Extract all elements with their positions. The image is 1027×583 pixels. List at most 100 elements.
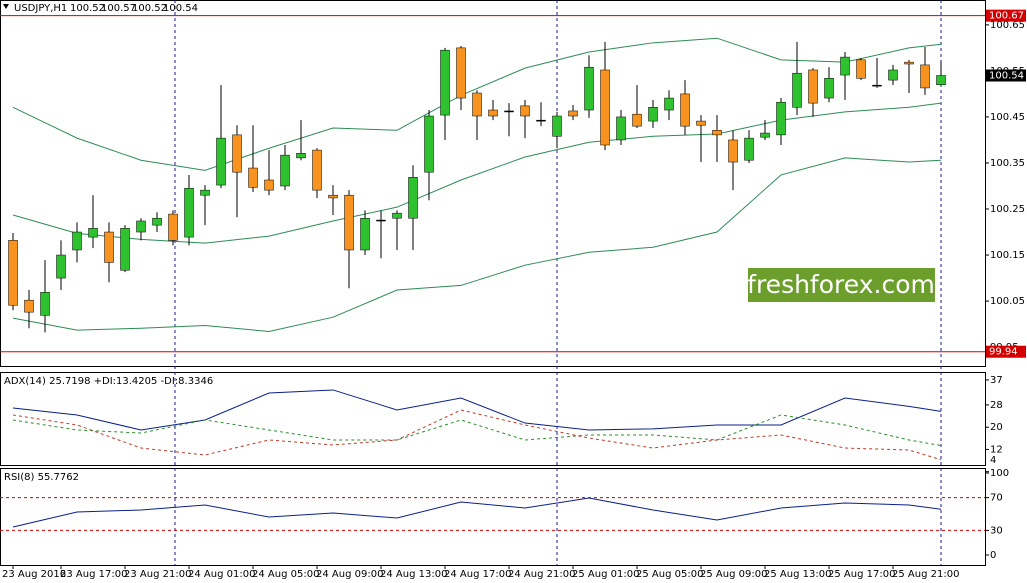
rsi-title: RSI(8) 55.7762 xyxy=(4,472,79,483)
candle-body xyxy=(184,188,194,238)
x-tick-label: 23 Aug 21:00 xyxy=(124,569,191,580)
candle-body xyxy=(584,66,594,111)
price-level-box xyxy=(986,9,1026,22)
candle-body xyxy=(424,115,434,173)
candle-body xyxy=(616,116,626,141)
candle-body xyxy=(664,97,674,111)
candle-body xyxy=(232,134,242,173)
y-tick-label: 100.45 xyxy=(990,112,1025,123)
candle-body xyxy=(136,220,146,233)
candle-body xyxy=(248,167,258,188)
candle-body xyxy=(72,231,82,251)
candle-body xyxy=(456,47,466,99)
candle-body xyxy=(744,137,754,161)
candle-body xyxy=(840,56,850,76)
indicator-line xyxy=(12,414,942,447)
x-tick-label: 24 Aug 05:00 xyxy=(252,569,319,580)
candle-body xyxy=(904,61,914,65)
y-tick-label: 4 xyxy=(990,455,996,466)
y-tick-label: 30 xyxy=(990,525,1003,536)
x-tick-label: 24 Aug 17:00 xyxy=(444,569,511,580)
ohlc-low: 100.52 xyxy=(132,3,167,14)
price-level-label: 99.94 xyxy=(989,347,1018,358)
adx-panel xyxy=(0,372,986,466)
candle-body xyxy=(200,189,210,196)
candle-body xyxy=(536,119,546,122)
candle-body xyxy=(312,149,322,191)
candle-body xyxy=(152,217,162,226)
y-tick-label: 0 xyxy=(990,550,996,561)
candle-body xyxy=(264,179,274,191)
candle-body xyxy=(168,213,178,241)
x-tick-label: 24 Aug 09:00 xyxy=(316,569,383,580)
candle-body xyxy=(296,153,306,159)
price-level-label: 100.67 xyxy=(989,11,1024,22)
ohlc-close: 100.54 xyxy=(163,3,198,14)
candle-body xyxy=(344,194,354,251)
candle-body xyxy=(712,130,722,136)
candle-body xyxy=(760,132,770,138)
y-tick-label: 20 xyxy=(990,422,1003,433)
x-tick-label: 25 Aug 13:00 xyxy=(764,569,831,580)
x-tick-label: 24 Aug 13:00 xyxy=(380,569,447,580)
candle-body xyxy=(88,228,98,238)
candle-body xyxy=(552,115,562,137)
last-price-label: 100.54 xyxy=(989,71,1024,82)
bollinger-upper xyxy=(12,37,942,171)
y-tick-label: 100.65 xyxy=(990,20,1025,31)
candle-body xyxy=(376,219,386,222)
y-tick-label: 28 xyxy=(990,400,1003,411)
candle-body xyxy=(280,154,290,187)
candle-body xyxy=(888,69,898,81)
x-tick-label: 23 Aug 2016 xyxy=(2,569,66,580)
chart-title: USDJPY,H1 xyxy=(14,3,67,14)
candle-body xyxy=(504,110,514,113)
candle-body xyxy=(776,101,786,136)
y-tick-label: 12 xyxy=(990,444,1003,455)
candle-body xyxy=(104,231,114,263)
candle-body xyxy=(216,137,226,186)
day-separators xyxy=(174,0,942,565)
candle-body xyxy=(40,292,50,316)
indicator-line xyxy=(12,409,942,461)
candle-body xyxy=(392,212,402,219)
candle-body xyxy=(408,176,418,219)
y-tick-label: 100.15 xyxy=(990,250,1025,261)
x-tick-label: 25 Aug 17:00 xyxy=(828,569,895,580)
y-tick-label: 100.25 xyxy=(990,204,1025,215)
candle-body xyxy=(872,84,882,87)
candle-body xyxy=(648,107,658,122)
candle-body xyxy=(568,110,578,117)
indicator-line xyxy=(12,497,942,528)
main-panel xyxy=(0,0,986,367)
ohlc-open: 100.52 xyxy=(70,3,105,14)
menu-triangle[interactable] xyxy=(3,4,9,9)
candle-body xyxy=(360,217,370,251)
x-tick-label: 25 Aug 09:00 xyxy=(700,569,767,580)
y-tick-label: 37 xyxy=(990,375,1003,386)
candle-body xyxy=(56,254,66,279)
candle-body xyxy=(488,109,498,117)
candle-body xyxy=(808,69,818,104)
candle-body xyxy=(728,139,738,163)
candle-body xyxy=(680,93,690,127)
y-tick-label: 70 xyxy=(990,493,1003,504)
x-tick-label: 24 Aug 21:00 xyxy=(508,569,575,580)
candle-body xyxy=(600,69,610,146)
candle-body xyxy=(120,228,130,271)
x-tick-label: 25 Aug 21:00 xyxy=(892,569,959,580)
y-tick-label: 100.35 xyxy=(990,158,1025,169)
candle-body xyxy=(792,72,802,108)
candle-body xyxy=(696,120,706,126)
watermark-box xyxy=(748,268,935,302)
watermark: freshforex.com xyxy=(747,270,935,299)
bollinger-lower xyxy=(12,157,942,332)
indicator-line xyxy=(12,389,942,431)
candle-body xyxy=(936,75,946,85)
x-tick-label: 23 Aug 17:00 xyxy=(60,569,127,580)
candle-body xyxy=(328,194,338,199)
y-tick-label: 100.05 xyxy=(990,296,1025,307)
candle-body xyxy=(520,105,530,117)
ohlc-high: 100.57 xyxy=(101,3,136,14)
